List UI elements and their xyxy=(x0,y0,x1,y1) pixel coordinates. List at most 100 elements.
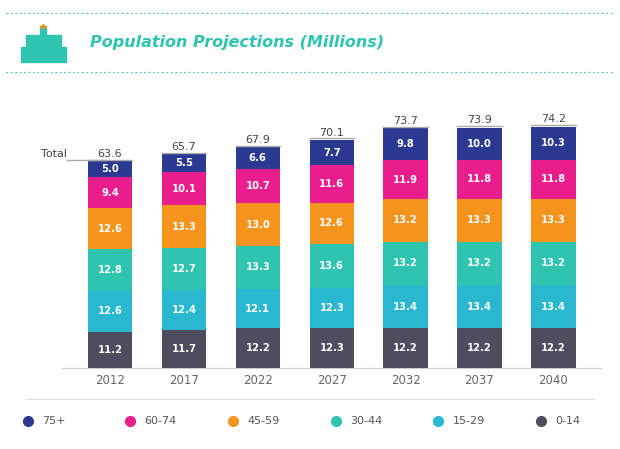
Text: 11.8: 11.8 xyxy=(541,174,566,185)
Text: 12.2: 12.2 xyxy=(393,343,418,353)
Text: 12.2: 12.2 xyxy=(467,343,492,353)
Text: 11.8: 11.8 xyxy=(467,174,492,185)
Text: 11.2: 11.2 xyxy=(97,345,123,355)
Bar xyxy=(26,35,61,47)
Text: 15-29: 15-29 xyxy=(453,416,485,426)
Bar xyxy=(162,205,206,248)
Bar xyxy=(236,147,280,169)
Bar xyxy=(40,26,46,35)
Bar xyxy=(162,330,206,368)
Bar xyxy=(458,329,502,368)
Text: 12.8: 12.8 xyxy=(97,265,123,275)
Bar xyxy=(309,165,354,203)
Bar xyxy=(88,332,132,368)
Text: 11.7: 11.7 xyxy=(171,344,197,354)
Text: 11.9: 11.9 xyxy=(393,175,418,185)
Bar xyxy=(236,289,280,329)
Text: 13.6: 13.6 xyxy=(319,261,344,271)
Bar xyxy=(383,242,428,285)
Text: 12.6: 12.6 xyxy=(319,218,344,229)
Text: 0-14: 0-14 xyxy=(556,416,580,426)
Bar xyxy=(458,198,502,242)
Bar xyxy=(88,208,132,249)
Text: 12.2: 12.2 xyxy=(246,343,270,353)
Text: 13.2: 13.2 xyxy=(393,258,418,269)
Text: 13.2: 13.2 xyxy=(541,258,565,269)
Bar xyxy=(383,160,428,199)
Bar xyxy=(531,329,575,368)
Text: 13.4: 13.4 xyxy=(541,302,566,312)
Bar xyxy=(531,242,575,285)
Text: 13.0: 13.0 xyxy=(246,220,270,229)
Text: 12.3: 12.3 xyxy=(319,343,344,353)
Text: 10.1: 10.1 xyxy=(171,184,197,194)
Bar xyxy=(458,128,502,160)
Bar xyxy=(88,249,132,291)
Text: 5.5: 5.5 xyxy=(175,158,193,168)
Bar xyxy=(458,242,502,285)
Bar xyxy=(309,203,354,244)
Text: 12.2: 12.2 xyxy=(541,343,565,353)
Text: 70.1: 70.1 xyxy=(319,128,344,138)
Bar xyxy=(309,328,354,368)
Bar xyxy=(236,203,280,246)
Text: 12.1: 12.1 xyxy=(246,304,270,314)
Bar xyxy=(531,285,575,329)
Bar xyxy=(383,199,428,242)
Text: 13.3: 13.3 xyxy=(467,215,492,225)
Bar xyxy=(309,288,354,328)
Text: 5.0: 5.0 xyxy=(101,164,119,174)
Text: 73.9: 73.9 xyxy=(467,115,492,125)
Bar xyxy=(162,172,206,205)
Text: 12.3: 12.3 xyxy=(319,303,344,313)
Bar xyxy=(458,285,502,329)
Text: 13.3: 13.3 xyxy=(172,222,197,232)
Bar xyxy=(88,161,132,177)
Bar xyxy=(162,248,206,290)
Text: 74.2: 74.2 xyxy=(541,114,566,124)
Text: 12.7: 12.7 xyxy=(172,264,197,274)
Text: Population Projections (Millions): Population Projections (Millions) xyxy=(90,35,384,50)
Bar xyxy=(88,177,132,208)
Text: Total: Total xyxy=(41,149,67,159)
Bar xyxy=(236,246,280,289)
Bar xyxy=(309,244,354,288)
Bar xyxy=(236,169,280,203)
Text: 12.6: 12.6 xyxy=(97,306,123,316)
Text: 65.7: 65.7 xyxy=(172,142,197,152)
Bar xyxy=(162,154,206,172)
Bar xyxy=(458,160,502,198)
Text: 67.9: 67.9 xyxy=(246,135,270,145)
Text: 10.3: 10.3 xyxy=(541,138,565,149)
Bar xyxy=(162,290,206,330)
Text: 7.7: 7.7 xyxy=(323,148,340,158)
Bar xyxy=(21,47,66,62)
Text: 9.8: 9.8 xyxy=(397,139,414,149)
Text: 30-44: 30-44 xyxy=(350,416,382,426)
Text: 10.0: 10.0 xyxy=(467,139,492,149)
Text: 12.6: 12.6 xyxy=(97,224,123,233)
Text: 11.6: 11.6 xyxy=(319,179,344,189)
Text: 13.4: 13.4 xyxy=(393,302,418,312)
Bar xyxy=(531,198,575,242)
Bar xyxy=(383,128,428,160)
Bar xyxy=(383,285,428,329)
Text: 45-59: 45-59 xyxy=(247,416,280,426)
Text: 60-74: 60-74 xyxy=(144,416,177,426)
Bar xyxy=(531,127,575,160)
Text: 13.3: 13.3 xyxy=(246,262,270,273)
Text: 13.2: 13.2 xyxy=(393,216,418,225)
Text: 6.6: 6.6 xyxy=(249,153,267,163)
Text: 13.4: 13.4 xyxy=(467,302,492,312)
Text: 13.3: 13.3 xyxy=(541,215,565,225)
Bar xyxy=(531,160,575,198)
Polygon shape xyxy=(40,25,46,28)
Text: 13.2: 13.2 xyxy=(467,258,492,269)
Bar xyxy=(236,329,280,368)
Text: 10.7: 10.7 xyxy=(246,181,270,191)
Text: 63.6: 63.6 xyxy=(98,149,122,159)
Text: 12.4: 12.4 xyxy=(171,305,197,315)
Text: 73.7: 73.7 xyxy=(393,116,418,126)
Bar xyxy=(309,140,354,165)
Bar xyxy=(383,329,428,368)
